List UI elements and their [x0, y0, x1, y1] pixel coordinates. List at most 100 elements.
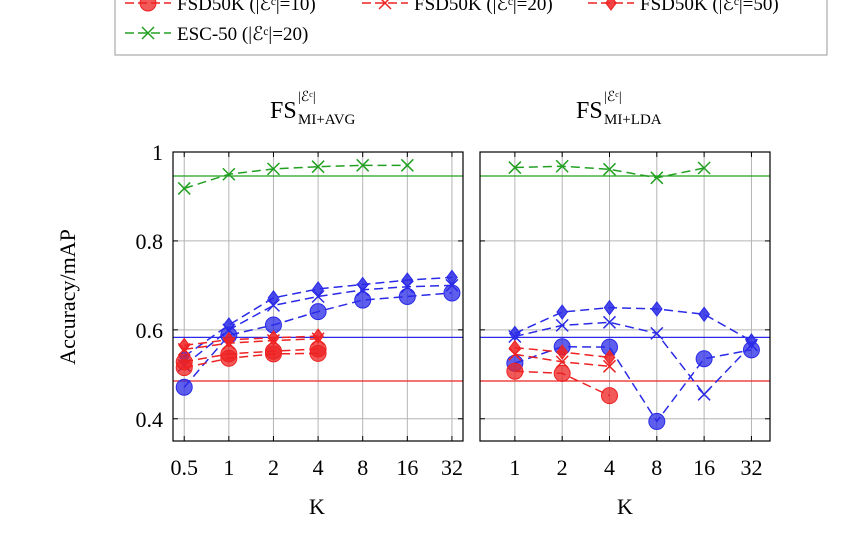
series-fsd10: [506, 362, 618, 405]
series-point: [555, 355, 569, 369]
series-fsd10b: [175, 340, 327, 371]
series-point: [446, 269, 458, 286]
panel-mi-lda: 1 2 4 8 16 32: [479, 151, 771, 480]
series-point: [178, 337, 191, 354]
x-tick-label: 16: [693, 455, 715, 480]
series-point: [175, 353, 193, 371]
series-point: [356, 276, 369, 293]
x-tick-label: 8: [357, 455, 368, 480]
legend: FSD50K (|ℰᶜ|=10) FSD50K (|ℰᶜ|=20) FSD50K (…: [125, 0, 779, 45]
series-line: [184, 335, 319, 347]
series-fsd50: [178, 328, 324, 354]
y-tick-label: 0.4: [136, 407, 164, 432]
series-point: [555, 159, 569, 173]
series-line: [514, 165, 705, 179]
x-axis-label-left: K: [309, 494, 325, 519]
series-point: [650, 171, 664, 185]
series-point: [175, 378, 193, 396]
series-point: [267, 330, 280, 346]
series-point: [312, 281, 324, 297]
series-point: [506, 362, 524, 380]
plot-frame: [479, 151, 771, 442]
x-tick-label: 2: [268, 455, 279, 480]
y-tick-label: 1: [152, 140, 163, 165]
series-line: [184, 337, 319, 351]
x-tick-label: 1: [223, 455, 234, 480]
series-point: [443, 284, 461, 302]
x-tick-label: 1: [509, 455, 520, 480]
series-point: [311, 160, 325, 174]
series-point: [312, 328, 324, 344]
legend-item-fsd20: FSD50K (|ℰᶜ|=20): [362, 0, 553, 15]
series-line: [184, 352, 319, 369]
series-point: [508, 325, 521, 342]
series-point: [266, 162, 280, 176]
y-tick-label: 0.6: [136, 318, 164, 343]
series-point: [603, 299, 616, 316]
series-fsd50: [508, 339, 616, 366]
x-tick-label: 2: [557, 455, 568, 480]
series-point: [553, 364, 571, 382]
series-line: [514, 345, 752, 423]
x-tick-label: 32: [441, 455, 463, 480]
series-point: [602, 359, 617, 373]
x-tick-label: 4: [313, 455, 324, 480]
series-point: [603, 349, 616, 366]
legend-label: ESC-50 (|ℰᶜ|=20): [177, 24, 308, 45]
series-point: [600, 387, 618, 405]
series-point: [650, 326, 664, 340]
series-point: [697, 161, 711, 175]
panel-title-main: FS: [576, 98, 603, 124]
legend-label: FSD50K (|ℰᶜ|=20): [414, 0, 553, 15]
series-point: [508, 339, 521, 356]
series-point: [508, 161, 522, 175]
legend-item-esc20: ESC-50 (|ℰᶜ|=20): [125, 24, 308, 45]
x-tick-label: 16: [396, 455, 418, 480]
series-point: [695, 350, 713, 368]
series-point: [356, 158, 370, 172]
series-point: [698, 306, 710, 323]
panel-mi-avg: 0.5 1 2 4 8 16 32 0.4 0.6 0.8 1: [136, 140, 464, 480]
series-blue_circle: [506, 338, 760, 430]
series-line: [184, 348, 319, 363]
series-point: [398, 288, 416, 305]
series-point: [222, 331, 235, 348]
series-line: [514, 306, 752, 342]
y-axis-label: Accuracy/mAP: [55, 229, 80, 365]
series-point: [309, 303, 327, 321]
series-point: [222, 167, 236, 181]
series-point: [745, 333, 758, 349]
y-tick-label: 0.8: [136, 229, 164, 254]
panel-title-sub: MI+AVG: [298, 112, 356, 128]
x-tick-label: 32: [740, 455, 762, 480]
series-blue_x: [508, 315, 758, 401]
series-point: [556, 304, 569, 320]
legend-marker-point: [378, 0, 392, 10]
legend-item-fsd10: FSD50K (|ℰᶜ|=10): [125, 0, 316, 15]
legend-marker-point: [139, 0, 157, 12]
x-tick-label: 4: [604, 455, 615, 480]
legend-box: [114, 0, 828, 56]
plot-frame: [172, 151, 464, 442]
series-point: [445, 278, 459, 292]
chart-panels: 0.5 1 2 4 8 16 32 0.4 0.6 0.8 1 1 2 4 8 16 32: [136, 140, 771, 480]
x-tick-label: 8: [651, 455, 662, 480]
panel-title-sup: |ℰᶜ|: [298, 90, 316, 105]
legend-label: FSD50K (|ℰᶜ|=50): [640, 0, 779, 15]
panel-title-main: FS: [270, 98, 297, 124]
series-line: [183, 164, 408, 190]
legend-label: FSD50K (|ℰᶜ|=10): [177, 0, 316, 15]
series-point: [602, 162, 617, 176]
series-point: [556, 344, 569, 360]
series-line: [514, 321, 752, 396]
series-point: [602, 315, 617, 329]
series-point: [697, 387, 711, 401]
panel-title-left: FS |ℰᶜ| MI+AVG: [270, 90, 356, 128]
series-point: [650, 301, 663, 317]
series-blue_diamond: [508, 299, 758, 349]
series-esc20: [177, 158, 414, 195]
panel-title-sub: MI+LDA: [604, 112, 662, 128]
x-tick-label: 0.5: [170, 455, 198, 480]
legend-marker-point: [605, 0, 617, 11]
